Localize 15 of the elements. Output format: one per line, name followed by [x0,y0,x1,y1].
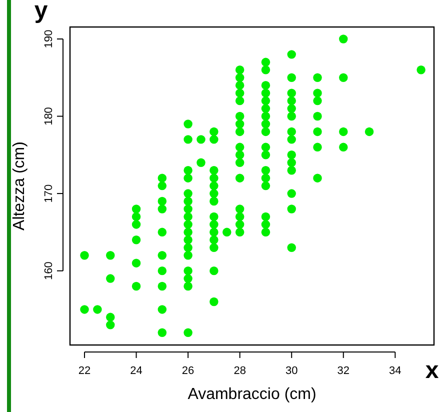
x-axis-title: Avambraccio (cm) [188,386,316,403]
x-tick-label: 24 [130,364,142,377]
text: y [34,0,48,24]
x-tick-label: 28 [234,364,246,377]
y-tick-label: 170 [43,184,55,203]
x-tick-label: 26 [182,364,194,377]
y-tick-label: 190 [43,30,55,48]
y-tick-label: 180 [43,107,55,126]
text: x [425,357,440,384]
x-tick-label: 34 [389,364,402,377]
x-tick-label: 32 [337,364,350,377]
y-axis-title: Altezza (cm) [11,142,28,230]
x-tick-label: 22 [78,364,91,377]
y-tick-label: 160 [43,262,55,280]
x-tick-label: 30 [285,364,298,377]
